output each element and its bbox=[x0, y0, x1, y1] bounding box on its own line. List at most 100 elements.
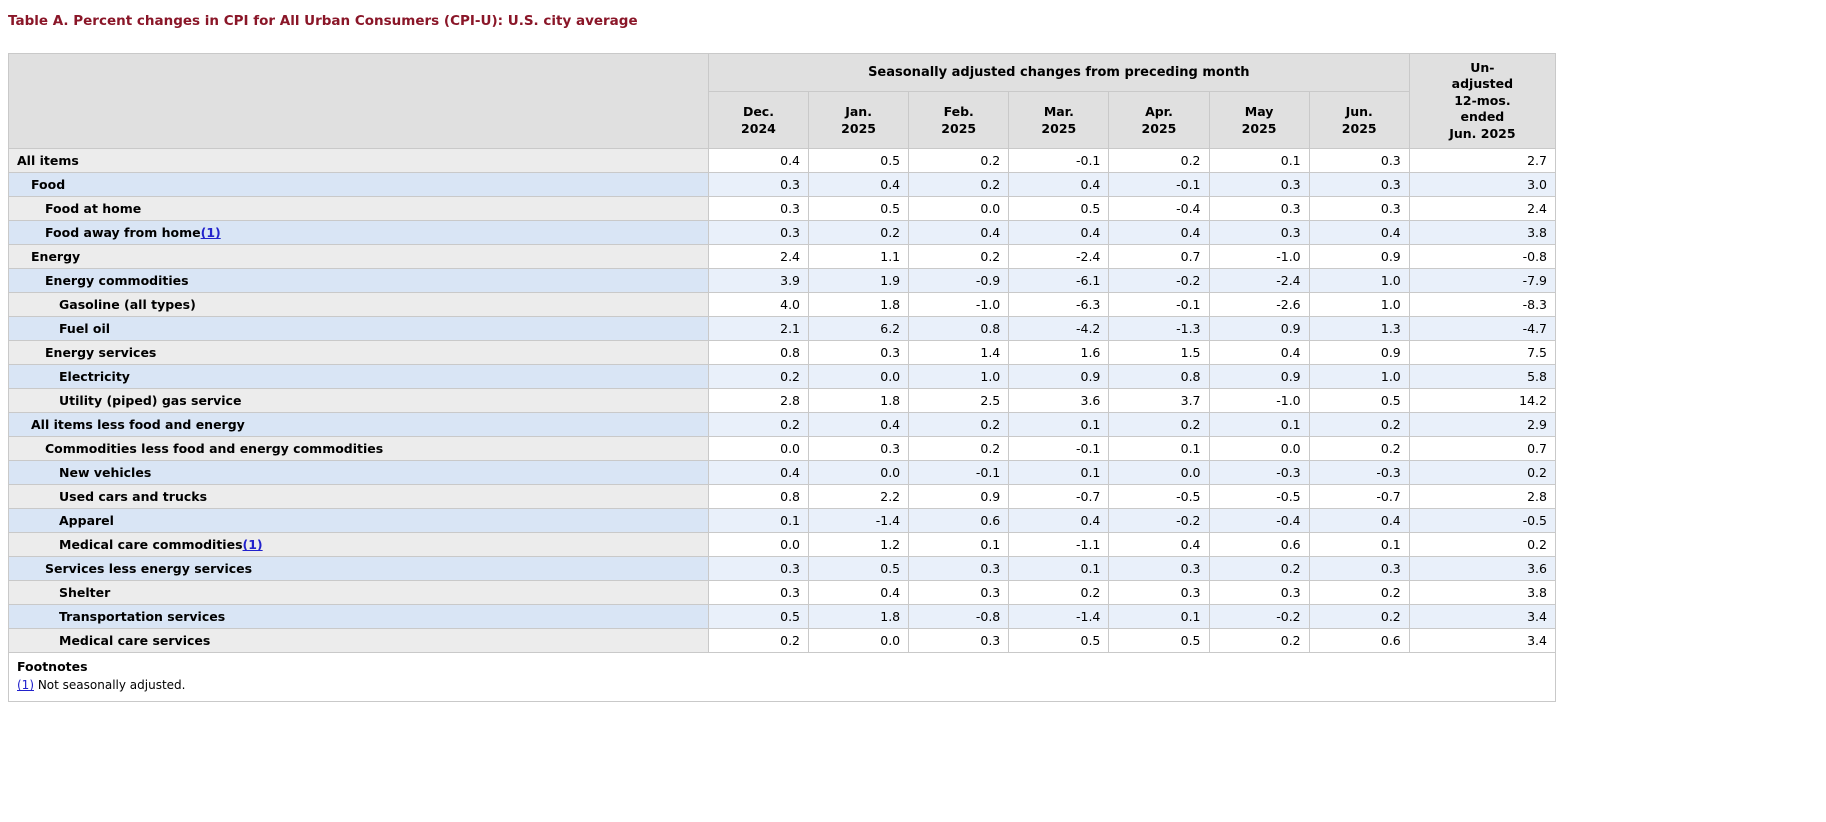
cell-month-value: 0.2 bbox=[908, 172, 1010, 198]
table-row: Apparel 0.1 -1.4 0.6 0.4 -0.2 -0.4 0.4 -0.5 bbox=[8, 508, 1557, 534]
table-row: Services less energy services 0.3 0.5 0.3 0.… bbox=[8, 556, 1557, 582]
cell-month-value: 0.1 bbox=[1008, 412, 1110, 438]
table-row: New vehicles 0.4 0.0 -0.1 0.1 0.0 -0.3 -0.3 0.2 bbox=[8, 460, 1557, 486]
table-row: Medical care commodities(1) 0.0 1.2 0.1 -1.1… bbox=[8, 532, 1557, 558]
cell-month-value: 0.3 bbox=[707, 580, 810, 606]
footnote-marker-link[interactable]: (1) bbox=[17, 678, 34, 693]
cell-month-value: -0.1 bbox=[1008, 436, 1110, 462]
cell-month-value: 0.5 bbox=[808, 556, 910, 582]
cell-month-value: 0.9 bbox=[1208, 364, 1310, 390]
cell-month-value: 1.1 bbox=[808, 244, 910, 270]
cell-month-value: -1.0 bbox=[1208, 244, 1310, 270]
cell-month-value: 0.5 bbox=[1008, 628, 1110, 654]
row-label: Utility (piped) gas service bbox=[8, 388, 709, 414]
table-row: Food at home 0.3 0.5 0.0 0.5 -0.4 0.3 0.3 2.4 bbox=[8, 196, 1557, 222]
cell-month-value: 0.3 bbox=[1308, 172, 1410, 198]
cell-month-value: 0.4 bbox=[1008, 172, 1110, 198]
cell-12mo-value: 3.8 bbox=[1408, 580, 1557, 606]
cell-12mo-value: 3.6 bbox=[1408, 556, 1557, 582]
footnotes-cell: Footnotes (1) Not seasonally adjusted. bbox=[8, 652, 1556, 703]
cell-month-value: 0.6 bbox=[1208, 532, 1310, 558]
cell-month-value: 0.2 bbox=[1308, 580, 1410, 606]
table-row: All items less food and energy 0.2 0.4 0.2 0… bbox=[8, 412, 1557, 438]
cell-month-value: 1.5 bbox=[1108, 340, 1210, 366]
cell-month-value: -2.4 bbox=[1008, 244, 1110, 270]
cell-month-value: -0.7 bbox=[1308, 484, 1410, 510]
cell-month-value: 0.0 bbox=[707, 436, 810, 462]
cell-month-value: 2.5 bbox=[908, 388, 1010, 414]
cell-month-value: -0.5 bbox=[1208, 484, 1310, 510]
cell-month-value: 0.4 bbox=[707, 148, 810, 174]
cell-month-value: -0.1 bbox=[1108, 292, 1210, 318]
cell-month-value: 0.2 bbox=[908, 148, 1010, 174]
cell-month-value: 0.5 bbox=[808, 196, 910, 222]
cell-month-value: 0.0 bbox=[707, 532, 810, 558]
table-header: Seasonally adjusted changes from precedi… bbox=[8, 53, 1557, 150]
cell-month-value: -4.2 bbox=[1008, 316, 1110, 342]
cell-month-value: 0.8 bbox=[707, 484, 810, 510]
table-row: Food away from home(1) 0.3 0.2 0.4 0.4 0.4 0.3… bbox=[8, 220, 1557, 246]
cell-12mo-value: 3.0 bbox=[1408, 172, 1557, 198]
row-label: Energy commodities bbox=[8, 268, 709, 294]
footnotes-heading: Footnotes bbox=[17, 659, 88, 675]
page-title: Table A. Percent changes in CPI for All … bbox=[8, 13, 638, 29]
cell-month-value: 1.0 bbox=[908, 364, 1010, 390]
cell-month-value: 0.6 bbox=[908, 508, 1010, 534]
cell-12mo-value: -7.9 bbox=[1408, 268, 1557, 294]
footnote-link[interactable]: (1) bbox=[242, 537, 263, 553]
cell-month-value: 0.9 bbox=[1008, 364, 1110, 390]
cell-month-value: 3.9 bbox=[707, 268, 810, 294]
cell-month-value: 0.4 bbox=[1108, 220, 1210, 246]
cell-month-value: -6.3 bbox=[1008, 292, 1110, 318]
cell-12mo-value: 14.2 bbox=[1408, 388, 1557, 414]
cell-month-value: 2.1 bbox=[707, 316, 810, 342]
cell-month-value: 0.0 bbox=[1108, 460, 1210, 486]
cell-12mo-value: 5.8 bbox=[1408, 364, 1557, 390]
table-body: All items 0.4 0.5 0.2 -0.1 0.2 0.1 0.3 2.7 Food 0.… bbox=[8, 148, 1557, 654]
table-row: Energy commodities 3.9 1.9 -0.9 -6.1 -0.2 -2.4… bbox=[8, 268, 1557, 294]
cell-month-value: 0.4 bbox=[808, 412, 910, 438]
cell-month-value: 0.2 bbox=[1108, 148, 1210, 174]
cell-month-value: 0.1 bbox=[1108, 436, 1210, 462]
cell-month-value: 0.3 bbox=[1308, 196, 1410, 222]
cell-month-value: 1.0 bbox=[1308, 268, 1410, 294]
cell-12mo-value: 2.4 bbox=[1408, 196, 1557, 222]
cell-month-value: -0.7 bbox=[1008, 484, 1110, 510]
cell-month-value: 4.0 bbox=[707, 292, 810, 318]
cell-month-value: 0.2 bbox=[908, 436, 1010, 462]
cell-month-value: -0.1 bbox=[908, 460, 1010, 486]
cell-month-value: 0.3 bbox=[1108, 556, 1210, 582]
footnote-link[interactable]: (1) bbox=[200, 225, 221, 241]
cell-month-value: 0.2 bbox=[908, 244, 1010, 270]
cell-month-value: 0.3 bbox=[1108, 580, 1210, 606]
cell-12mo-value: 2.7 bbox=[1408, 148, 1557, 174]
cell-month-value: 0.2 bbox=[1308, 412, 1410, 438]
cell-month-value: -0.2 bbox=[1108, 508, 1210, 534]
group-header: Seasonally adjusted changes from precedi… bbox=[707, 53, 1410, 93]
cell-month-value: 0.2 bbox=[1208, 628, 1310, 654]
column-header-jan-2025: Jan. 2025 bbox=[808, 91, 910, 150]
cell-month-value: 0.4 bbox=[908, 220, 1010, 246]
column-header-feb-2025: Feb. 2025 bbox=[908, 91, 1010, 150]
cell-month-value: 2.2 bbox=[808, 484, 910, 510]
cell-12mo-value: -4.7 bbox=[1408, 316, 1557, 342]
cell-month-value: 0.3 bbox=[1308, 148, 1410, 174]
table-row: All items 0.4 0.5 0.2 -0.1 0.2 0.1 0.3 2.7 bbox=[8, 148, 1557, 174]
cell-month-value: 0.5 bbox=[808, 148, 910, 174]
cell-month-value: 0.3 bbox=[1208, 220, 1310, 246]
cell-month-value: -0.4 bbox=[1108, 196, 1210, 222]
cell-month-value: -1.4 bbox=[1008, 604, 1110, 630]
cell-month-value: -0.5 bbox=[1108, 484, 1210, 510]
stub-header-cell bbox=[8, 53, 709, 150]
cell-12mo-value: 0.2 bbox=[1408, 460, 1557, 486]
table-row: Electricity 0.2 0.0 1.0 0.9 0.8 0.9 1.0 5.8 bbox=[8, 364, 1557, 390]
cell-month-value: 0.0 bbox=[808, 460, 910, 486]
cell-month-value: 0.1 bbox=[1208, 412, 1310, 438]
cell-month-value: 0.5 bbox=[707, 604, 810, 630]
cell-12mo-value: -0.8 bbox=[1408, 244, 1557, 270]
cell-month-value: 0.9 bbox=[1308, 244, 1410, 270]
cell-month-value: 0.4 bbox=[808, 580, 910, 606]
cell-month-value: 0.0 bbox=[808, 364, 910, 390]
cell-month-value: 0.4 bbox=[1008, 508, 1110, 534]
cell-month-value: -6.1 bbox=[1008, 268, 1110, 294]
